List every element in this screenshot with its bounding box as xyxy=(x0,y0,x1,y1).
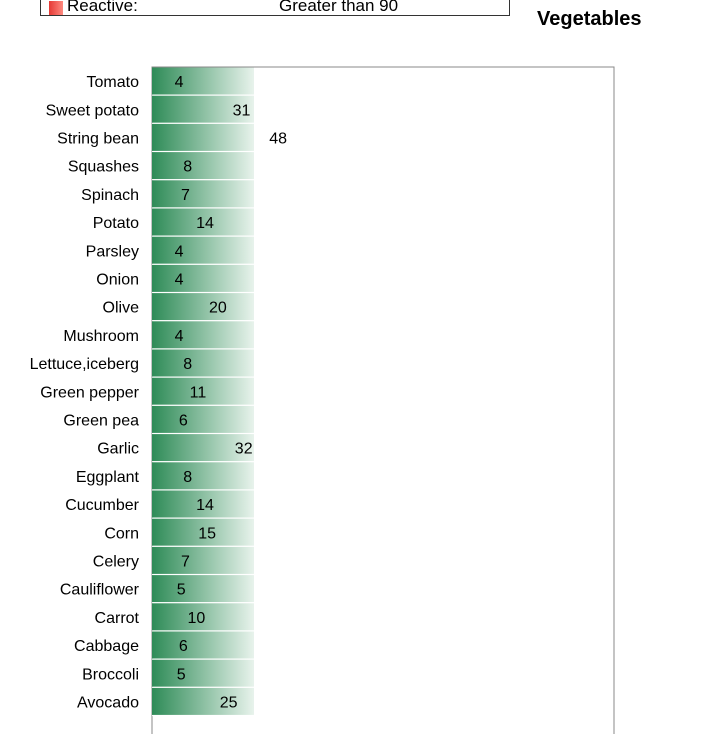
value-label: 31 xyxy=(233,102,251,119)
category-label: Celery xyxy=(93,554,139,571)
bar-cauliflower xyxy=(152,575,254,603)
bar-avocado xyxy=(152,687,254,715)
bar-sweet-potato xyxy=(152,95,254,123)
category-label: Sweet potato xyxy=(46,102,140,119)
value-label: 6 xyxy=(179,638,188,655)
category-label: Mushroom xyxy=(63,328,139,345)
category-label: Avocado xyxy=(77,695,139,712)
value-label: 20 xyxy=(209,300,227,317)
chart-title: Vegetables xyxy=(537,8,642,30)
category-label: Spinach xyxy=(81,187,139,204)
bars-layer xyxy=(152,67,254,717)
category-label: Cucumber xyxy=(65,497,139,514)
value-label: 32 xyxy=(235,441,253,458)
bar-cucumber xyxy=(152,490,254,518)
category-label: Corn xyxy=(104,525,139,542)
bar-onion xyxy=(152,264,254,292)
legend-label: Reactive: xyxy=(67,0,138,15)
legend: Reactive: Greater than 90 xyxy=(40,0,510,16)
category-label: Potato xyxy=(93,215,139,232)
bar-cabbage xyxy=(152,631,254,659)
value-label: 48 xyxy=(269,131,287,148)
value-label: 5 xyxy=(177,666,186,683)
bar-mushroom xyxy=(152,321,254,349)
value-label: 8 xyxy=(183,356,192,373)
bar-spinach xyxy=(152,180,254,208)
bar-string-bean xyxy=(152,123,254,151)
bar-green-pepper xyxy=(152,377,254,405)
value-label: 10 xyxy=(188,610,206,627)
value-label: 7 xyxy=(181,554,190,571)
value-label: 4 xyxy=(175,272,184,289)
bar-eggplant xyxy=(152,462,254,490)
category-label: Eggplant xyxy=(76,469,140,486)
value-label: 15 xyxy=(198,525,216,542)
legend-value: Greater than 90 xyxy=(279,0,399,15)
category-label: Green pea xyxy=(63,413,139,430)
category-label: Parsley xyxy=(86,243,139,260)
bar-potato xyxy=(152,208,254,236)
category-label: Cauliflower xyxy=(60,582,140,599)
category-label: Green pepper xyxy=(40,384,139,401)
bar-squashes xyxy=(152,152,254,180)
category-label: Garlic xyxy=(97,441,139,458)
bar-parsley xyxy=(152,236,254,264)
value-label: 7 xyxy=(181,187,190,204)
bar-olive xyxy=(152,293,254,321)
bar-carrot xyxy=(152,603,254,631)
category-label: Broccoli xyxy=(82,666,139,683)
value-label: 5 xyxy=(177,582,186,599)
legend-swatch xyxy=(49,1,63,15)
bar-broccoli xyxy=(152,659,254,687)
bar-corn xyxy=(152,518,254,546)
category-label: Olive xyxy=(103,300,140,317)
value-label: 4 xyxy=(175,74,184,91)
value-label: 25 xyxy=(220,695,238,712)
category-label: Tomato xyxy=(87,74,140,91)
bar-celery xyxy=(152,546,254,574)
value-label: 14 xyxy=(196,215,214,232)
value-label: 14 xyxy=(196,497,214,514)
category-label: Squashes xyxy=(68,159,139,176)
category-label: Onion xyxy=(96,272,139,289)
value-label: 4 xyxy=(175,328,184,345)
category-label: Cabbage xyxy=(74,638,139,655)
value-label: 8 xyxy=(183,469,192,486)
category-label: Carrot xyxy=(95,610,140,627)
category-label: Lettuce,iceberg xyxy=(30,356,139,373)
bar-garlic xyxy=(152,434,254,462)
bar-tomato xyxy=(152,67,254,95)
value-label: 6 xyxy=(179,413,188,430)
bar-lettuce-iceberg xyxy=(152,349,254,377)
value-label: 8 xyxy=(183,159,192,176)
bar-green-pea xyxy=(152,405,254,433)
category-label: String bean xyxy=(57,131,139,148)
value-label: 11 xyxy=(190,384,207,401)
value-label: 4 xyxy=(175,243,184,260)
